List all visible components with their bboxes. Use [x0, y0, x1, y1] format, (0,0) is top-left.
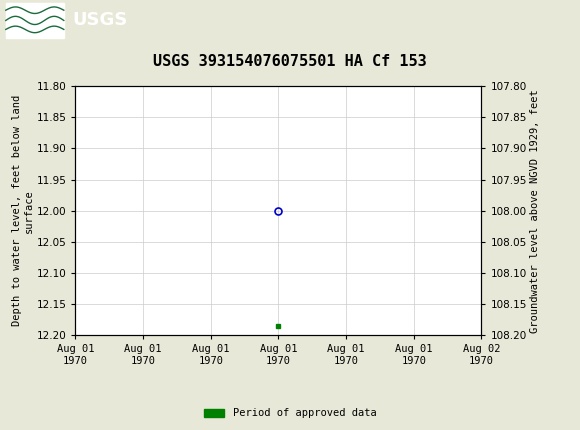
Y-axis label: Depth to water level, feet below land
surface: Depth to water level, feet below land su…	[12, 95, 34, 326]
Text: USGS 393154076075501 HA Cf 153: USGS 393154076075501 HA Cf 153	[153, 54, 427, 69]
Text: USGS: USGS	[72, 12, 128, 29]
Legend: Period of approved data: Period of approved data	[200, 404, 380, 423]
FancyBboxPatch shape	[6, 3, 64, 37]
Y-axis label: Groundwater level above NGVD 1929, feet: Groundwater level above NGVD 1929, feet	[530, 89, 539, 332]
